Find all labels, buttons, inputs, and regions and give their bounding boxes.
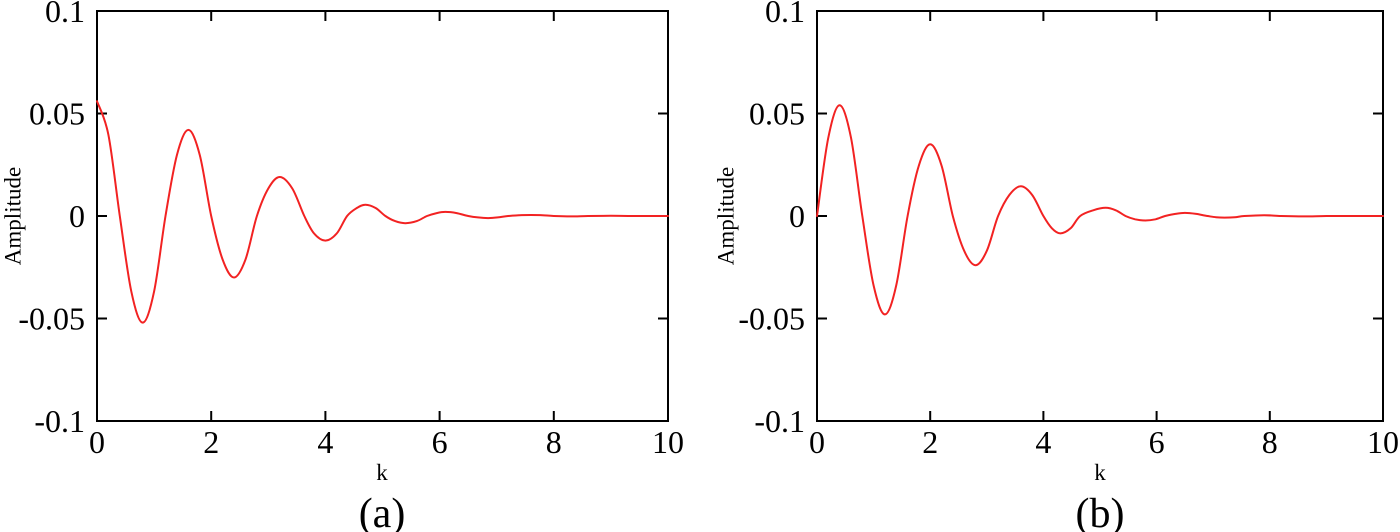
x-tick-label: 8 [546,424,562,460]
x-tick-label: 6 [1149,424,1165,460]
x-tick-label: 2 [203,424,219,460]
x-tick-label: 2 [922,424,938,460]
plot-a: 0 2 4 6 8 10 0.1 0.05 0 -0.05 -0.1 Amplitude k (a) [1,0,685,532]
y-tick-label: 0.05 [749,96,805,132]
y-tick-label: -0.1 [754,403,805,439]
x-axis-title-a: k [376,460,388,485]
x-tick-label: 0 [89,424,105,460]
x-tick-label: 10 [652,424,684,460]
panel-b: 0 2 4 6 8 10 0.1 0.05 0 -0.05 -0.1 Amplitude k (b) [700,0,1400,532]
y-tick-label: 0 [789,198,805,234]
x-tick-label: 0 [809,424,825,460]
y-tick-label: -0.1 [34,403,85,439]
plot-b: 0 2 4 6 8 10 0.1 0.05 0 -0.05 -0.1 Amplitude k (b) [714,0,1400,532]
curve-a [96,100,669,324]
x-tick-label: 10 [1367,424,1399,460]
x-axis-title-b: k [1094,460,1106,485]
curve-b [816,104,1384,316]
caption-b: (b) [1076,491,1125,532]
panel-a: 0 2 4 6 8 10 0.1 0.05 0 -0.05 -0.1 Amplitude k (a) [1,0,685,532]
x-tick-label: 8 [1262,424,1278,460]
caption-a: (a) [359,491,406,532]
y-tick-label: 0.05 [29,96,85,132]
plot-area-b: 0 2 4 6 8 10 0.1 0.05 0 -0.05 -0.1 [738,0,1399,460]
y-tick-label: 0.1 [45,0,85,29]
y-tick-label: -0.05 [18,301,85,337]
x-tick-label: 4 [1035,424,1051,460]
y-axis-title-b: Amplitude [714,167,739,265]
plot-area-a: 0 2 4 6 8 10 0.1 0.05 0 -0.05 -0.1 [18,0,684,460]
y-tick-label: 0.1 [765,0,805,29]
y-axis-title-a: Amplitude [1,167,26,265]
y-tick-label: 0 [69,198,85,234]
x-tick-label: 4 [317,424,333,460]
y-tick-label: -0.05 [738,301,805,337]
x-tick-label: 6 [432,424,448,460]
